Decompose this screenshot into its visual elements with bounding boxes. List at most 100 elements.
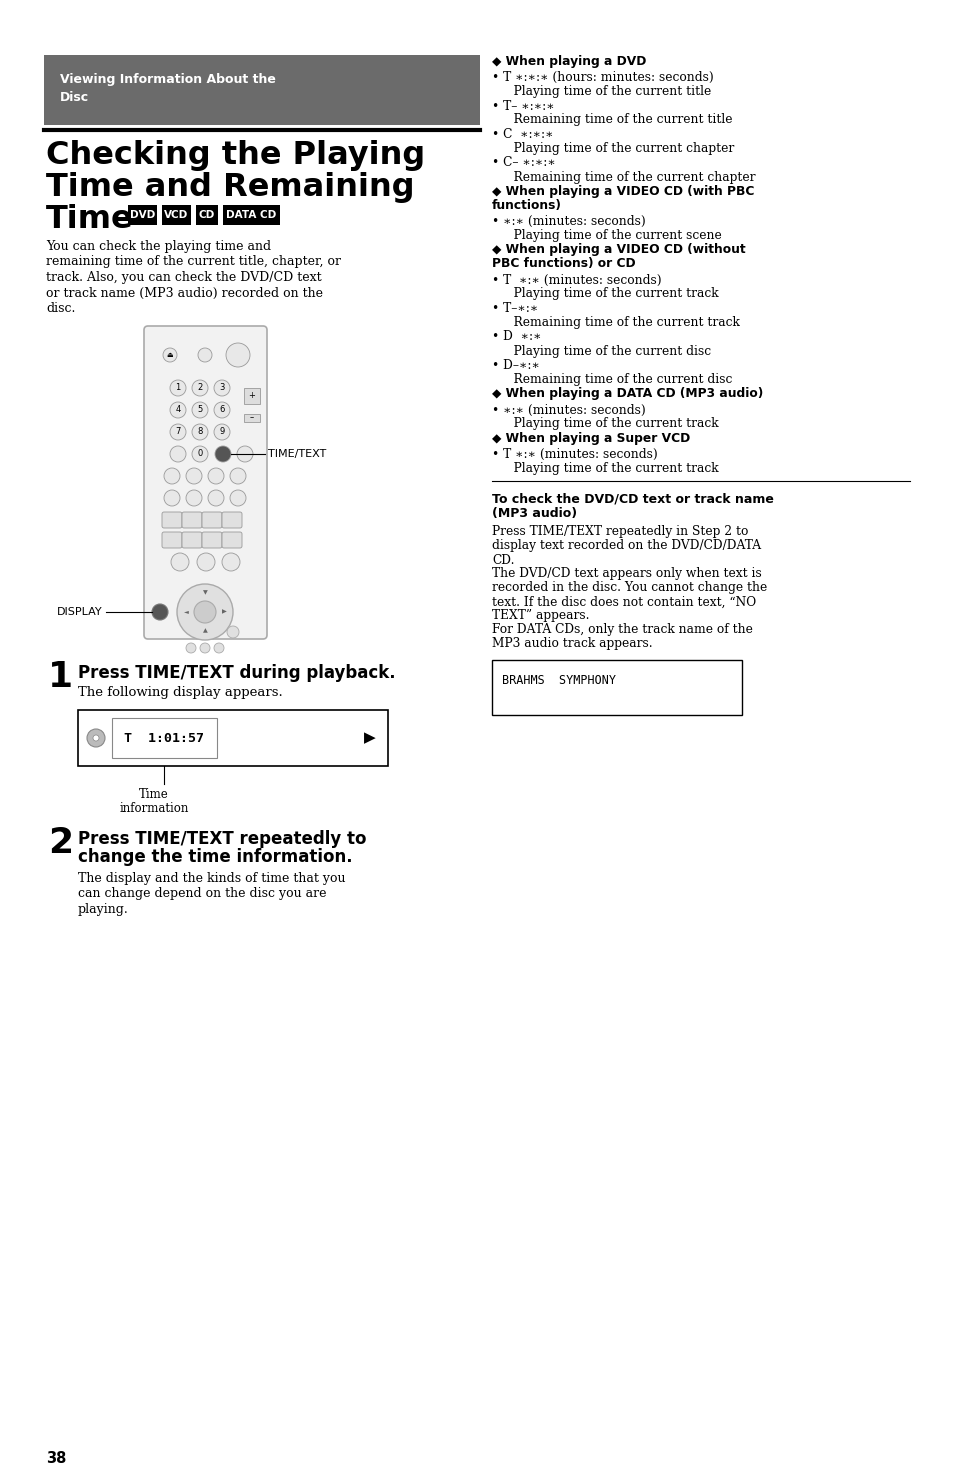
Circle shape [226,343,250,366]
Text: To check the DVD/CD text or track name: To check the DVD/CD text or track name [492,492,773,506]
Text: track. Also, you can check the DVD/CD text: track. Also, you can check the DVD/CD te… [46,271,321,285]
Text: ▶: ▶ [221,610,226,614]
Text: +: + [249,392,255,400]
Circle shape [192,402,208,418]
Text: 9: 9 [219,427,224,436]
Bar [44,55,479,125]
Text: Playing time of the current track: Playing time of the current track [501,288,718,301]
Circle shape [164,489,180,506]
FancyBboxPatch shape [182,512,202,528]
Text: Playing time of the current title: Playing time of the current title [501,85,711,98]
Text: 1: 1 [48,660,73,694]
Text: Remaining time of the current title: Remaining time of the current title [501,114,732,126]
Text: disc.: disc. [46,303,75,314]
Text: • C– ∗:∗:∗: • C– ∗:∗:∗ [492,157,556,169]
Text: • T ∗:∗:∗ (hours: minutes: seconds): • T ∗:∗:∗ (hours: minutes: seconds) [492,71,713,85]
Bar [128,205,157,225]
Text: The following display appears.: The following display appears. [78,687,282,698]
Text: DVD: DVD [130,211,155,219]
Text: Disc: Disc [60,90,89,104]
Text: ◆ When playing a Super VCD: ◆ When playing a Super VCD [492,432,690,445]
Text: display text recorded on the DVD/CD/DATA: display text recorded on the DVD/CD/DATA [492,540,760,553]
Text: PBC functions) or CD: PBC functions) or CD [492,258,635,270]
Circle shape [170,380,186,396]
FancyBboxPatch shape [222,532,242,549]
Circle shape [192,380,208,396]
Text: 3: 3 [219,384,225,393]
Circle shape [230,469,246,483]
FancyBboxPatch shape [182,532,202,549]
Text: VCD: VCD [164,211,189,219]
Text: Remaining time of the current track: Remaining time of the current track [501,316,740,329]
Circle shape [170,402,186,418]
Text: functions): functions) [492,199,561,212]
Text: Remaining time of the current disc: Remaining time of the current disc [501,374,732,386]
Text: ▼: ▼ [202,590,207,596]
Circle shape [200,644,210,653]
Text: The DVD/CD text appears only when text is: The DVD/CD text appears only when text i… [492,568,760,580]
Text: Press TIME/TEXT during playback.: Press TIME/TEXT during playback. [78,664,395,682]
Circle shape [213,424,230,440]
Text: • T ∗:∗ (minutes: seconds): • T ∗:∗ (minutes: seconds) [492,448,657,461]
Circle shape [177,584,233,641]
Circle shape [213,402,230,418]
Text: DATA CD: DATA CD [226,211,276,219]
Circle shape [213,380,230,396]
Bar [162,205,191,225]
Text: • C  ∗:∗:∗: • C ∗:∗:∗ [492,128,553,141]
FancyBboxPatch shape [222,512,242,528]
Circle shape [87,730,105,747]
Text: or track name (MP3 audio) recorded on the: or track name (MP3 audio) recorded on th… [46,286,323,300]
Circle shape [170,446,186,463]
Text: • D  ∗:∗: • D ∗:∗ [492,331,541,344]
Text: ◆ When playing a VIDEO CD (with PBC: ◆ When playing a VIDEO CD (with PBC [492,185,754,199]
Circle shape [164,469,180,483]
Text: Press TIME/TEXT repeatedly in Step 2 to: Press TIME/TEXT repeatedly in Step 2 to [492,525,747,538]
Circle shape [186,469,202,483]
Text: Time and Remaining: Time and Remaining [46,172,415,203]
Bar [112,718,216,758]
Text: information: information [119,802,189,816]
Bar [223,205,280,225]
Text: Playing time of the current track: Playing time of the current track [501,418,718,430]
Text: can change depend on the disc you are: can change depend on the disc you are [78,887,326,900]
Text: Remaining time of the current chapter: Remaining time of the current chapter [501,171,755,184]
FancyBboxPatch shape [202,512,222,528]
Text: • ∗:∗ (minutes: seconds): • ∗:∗ (minutes: seconds) [492,403,645,417]
Text: 38: 38 [46,1450,67,1467]
Text: Time: Time [139,787,169,801]
Text: The display and the kinds of time that you: The display and the kinds of time that y… [78,872,345,885]
Text: change the time information.: change the time information. [78,848,353,866]
Circle shape [192,446,208,463]
Circle shape [186,644,195,653]
Circle shape [170,424,186,440]
Circle shape [152,604,168,620]
Text: ◆ When playing a DVD: ◆ When playing a DVD [492,55,646,68]
FancyBboxPatch shape [162,532,182,549]
Circle shape [196,553,214,571]
Circle shape [163,349,177,362]
Bar [78,710,388,767]
Circle shape [92,736,99,742]
Circle shape [186,489,202,506]
Circle shape [193,601,215,623]
Text: ▶: ▶ [364,731,375,746]
Bar [195,205,218,225]
Bar [244,414,260,423]
Text: You can check the playing time and: You can check the playing time and [46,240,271,254]
Circle shape [222,553,240,571]
Text: Playing time of the current chapter: Playing time of the current chapter [501,142,734,156]
Circle shape [198,349,212,362]
Text: 5: 5 [197,405,202,415]
Text: MP3 audio track appears.: MP3 audio track appears. [492,638,652,651]
Text: Checking the Playing: Checking the Playing [46,139,425,171]
Circle shape [213,644,224,653]
Circle shape [236,446,253,463]
Circle shape [208,469,224,483]
Text: ◄: ◄ [183,610,188,614]
Text: recorded in the disc. You cannot change the: recorded in the disc. You cannot change … [492,581,766,595]
Text: 2: 2 [48,826,73,860]
Text: • T– ∗:∗:∗: • T– ∗:∗:∗ [492,99,554,113]
Text: Playing time of the current scene: Playing time of the current scene [501,228,721,242]
Text: CD: CD [198,211,214,219]
